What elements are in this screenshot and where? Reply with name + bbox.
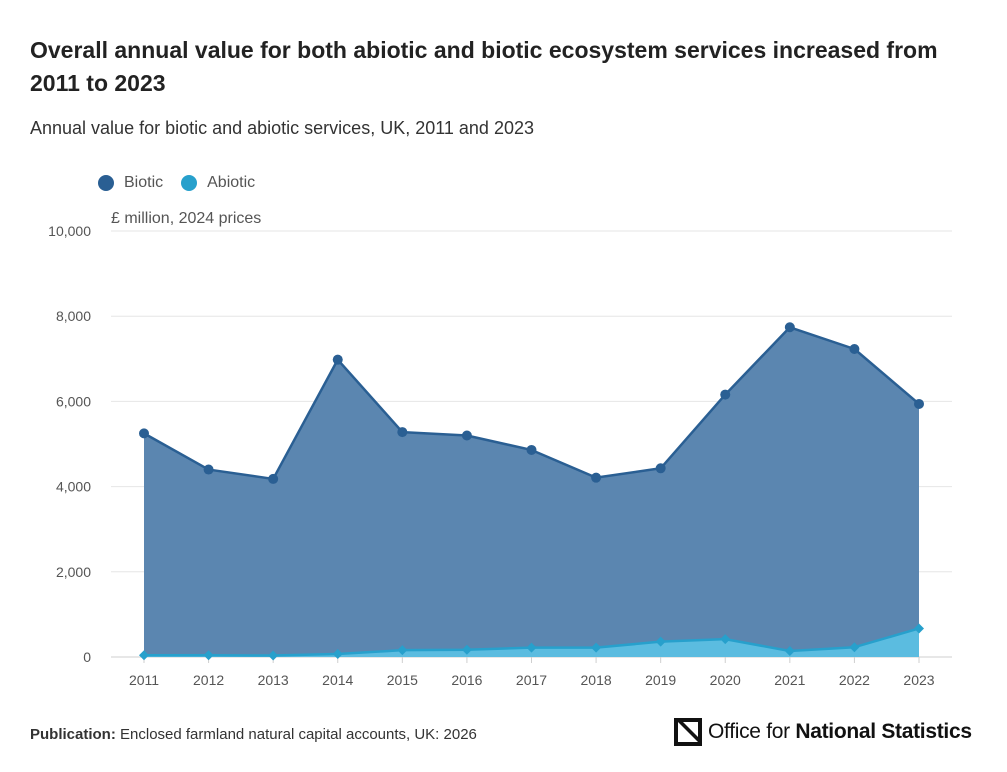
chart-subtitle: Annual value for biotic and abiotic serv…	[30, 118, 534, 138]
point-biotic-2023	[914, 398, 924, 409]
point-biotic-2022	[849, 344, 860, 355]
y-tick-label: 4,000	[56, 479, 91, 495]
point-abiotic-2013	[268, 650, 279, 661]
legend-item-abiotic[interactable]: Abiotic	[181, 174, 255, 192]
y-tick-label: 0	[83, 649, 91, 665]
y-tick-label: 10,000	[48, 223, 91, 239]
point-biotic-2014	[332, 354, 343, 365]
point-biotic-2012	[203, 464, 214, 475]
legend-item-biotic[interactable]: Biotic	[98, 174, 163, 192]
legend-swatch-biotic	[98, 175, 114, 191]
point-abiotic-2022	[849, 642, 860, 653]
point-abiotic-2015	[397, 645, 408, 656]
x-tick-label: 2023	[903, 672, 934, 688]
legend-swatch-abiotic	[181, 175, 198, 191]
legend-label-biotic: Biotic	[124, 174, 164, 191]
point-abiotic-2019	[655, 636, 666, 647]
legend-label-abiotic: Abiotic	[207, 174, 256, 191]
point-abiotic-2014	[332, 649, 343, 660]
point-biotic-2021	[784, 322, 795, 333]
x-tick-label: 2015	[387, 672, 418, 688]
x-tick-label: 2019	[645, 672, 676, 688]
x-tick-label: 2021	[774, 672, 805, 688]
chart-legend: Biotic Abiotic	[98, 174, 255, 192]
x-tick-label: 2014	[322, 672, 353, 688]
point-biotic-2017	[526, 444, 537, 455]
point-biotic-2020	[720, 389, 731, 400]
x-tick-label: 2012	[193, 672, 224, 688]
publication-value: Enclosed farmland natural capital accoun…	[120, 726, 477, 743]
point-biotic-2013	[268, 473, 279, 484]
point-abiotic-2023	[914, 623, 924, 634]
point-abiotic-2021	[784, 646, 795, 657]
x-tick-label: 2022	[839, 672, 870, 688]
point-abiotic-2011	[139, 650, 149, 661]
point-abiotic-2020	[720, 634, 731, 645]
point-biotic-2015	[397, 427, 408, 438]
ons-logo-bold: National Statistics	[795, 720, 972, 743]
point-abiotic-2018	[591, 642, 602, 653]
ons-logo-icon	[674, 718, 702, 746]
x-tick-label: 2017	[516, 672, 547, 688]
y-tick-label: 6,000	[56, 393, 91, 409]
x-tick-label: 2016	[451, 672, 482, 688]
point-abiotic-2012	[203, 650, 214, 661]
publication-footer: Publication: Enclosed farmland natural c…	[30, 726, 477, 743]
x-tick-label: 2013	[258, 672, 289, 688]
area-biotic	[144, 327, 919, 657]
x-tick-label: 2018	[581, 672, 612, 688]
area-abiotic	[144, 628, 919, 657]
ons-logo[interactable]: Office for National Statistics	[674, 718, 972, 746]
ons-logo-prefix: Office for	[708, 720, 796, 743]
y-tick-label: 2,000	[56, 564, 91, 580]
point-biotic-2011	[139, 428, 149, 439]
x-tick-label: 2011	[129, 672, 159, 688]
chart-title: Overall annual value for both abiotic an…	[30, 37, 938, 96]
point-biotic-2019	[655, 463, 666, 474]
publication-label: Publication:	[30, 726, 116, 743]
point-biotic-2016	[461, 430, 472, 441]
y-tick-label: 8,000	[56, 308, 91, 324]
x-tick-label: 2020	[710, 672, 741, 688]
point-abiotic-2017	[526, 642, 537, 653]
point-abiotic-2016	[461, 644, 472, 655]
point-biotic-2018	[591, 472, 602, 483]
y-axis-units-label: £ million, 2024 prices	[111, 210, 262, 227]
